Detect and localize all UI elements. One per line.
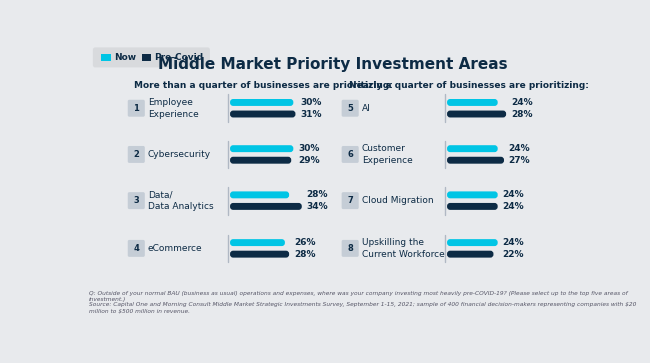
- FancyBboxPatch shape: [142, 54, 151, 61]
- Text: 24%: 24%: [509, 144, 530, 153]
- FancyBboxPatch shape: [342, 100, 359, 117]
- Text: 24%: 24%: [511, 98, 532, 107]
- Text: 27%: 27%: [509, 156, 530, 165]
- Text: 30%: 30%: [298, 144, 319, 153]
- Text: AI: AI: [362, 104, 370, 113]
- Text: 28%: 28%: [511, 110, 532, 118]
- Text: 5: 5: [347, 104, 353, 113]
- Text: Cloud Migration: Cloud Migration: [362, 196, 434, 205]
- Text: Data/
Data Analytics: Data/ Data Analytics: [148, 190, 213, 211]
- FancyBboxPatch shape: [101, 54, 111, 61]
- Text: Nearly a quarter of businesses are prioritizing:: Nearly a quarter of businesses are prior…: [348, 81, 588, 90]
- Text: 1: 1: [133, 104, 139, 113]
- FancyBboxPatch shape: [93, 48, 210, 68]
- Text: 29%: 29%: [298, 156, 320, 165]
- FancyBboxPatch shape: [342, 146, 359, 163]
- Text: 24%: 24%: [502, 202, 524, 211]
- FancyBboxPatch shape: [230, 191, 289, 198]
- FancyBboxPatch shape: [447, 239, 498, 246]
- Text: Q: Outside of your normal BAU (business as usual) operations and expenses, where: Q: Outside of your normal BAU (business …: [89, 291, 628, 302]
- Text: 28%: 28%: [306, 190, 328, 199]
- Text: Customer
Experience: Customer Experience: [362, 144, 413, 165]
- Text: Cybersecurity: Cybersecurity: [148, 150, 211, 159]
- Text: Now: Now: [114, 53, 136, 62]
- Text: 6: 6: [347, 150, 353, 159]
- Text: 30%: 30%: [300, 98, 322, 107]
- Text: Source: Capital One and Morning Consult Middle Market Strategic Investments Surv: Source: Capital One and Morning Consult …: [89, 302, 636, 313]
- FancyBboxPatch shape: [128, 146, 145, 163]
- Text: Employee
Experience: Employee Experience: [148, 98, 199, 119]
- Text: 4: 4: [133, 244, 139, 253]
- FancyBboxPatch shape: [230, 99, 293, 106]
- Text: 7: 7: [347, 196, 353, 205]
- Text: 22%: 22%: [502, 250, 524, 259]
- FancyBboxPatch shape: [447, 191, 498, 198]
- Text: 24%: 24%: [502, 238, 524, 247]
- Text: 2: 2: [133, 150, 139, 159]
- FancyBboxPatch shape: [447, 99, 498, 106]
- Text: 26%: 26%: [294, 238, 315, 247]
- Text: 3: 3: [133, 196, 139, 205]
- FancyBboxPatch shape: [128, 100, 145, 117]
- FancyBboxPatch shape: [230, 157, 291, 164]
- Text: Middle Market Priority Investment Areas: Middle Market Priority Investment Areas: [159, 57, 508, 73]
- FancyBboxPatch shape: [230, 111, 296, 118]
- FancyBboxPatch shape: [447, 145, 498, 152]
- FancyBboxPatch shape: [342, 240, 359, 257]
- FancyBboxPatch shape: [128, 192, 145, 209]
- FancyBboxPatch shape: [230, 203, 302, 210]
- Text: 28%: 28%: [294, 250, 315, 259]
- Text: Upskilling the
Current Workforce: Upskilling the Current Workforce: [362, 238, 445, 259]
- FancyBboxPatch shape: [342, 192, 359, 209]
- FancyBboxPatch shape: [447, 203, 498, 210]
- FancyBboxPatch shape: [128, 240, 145, 257]
- Text: Pre-Covid: Pre-Covid: [154, 53, 203, 62]
- FancyBboxPatch shape: [230, 239, 285, 246]
- Text: More than a quarter of businesses are prioritizing:: More than a quarter of businesses are pr…: [134, 81, 393, 90]
- Text: 8: 8: [347, 244, 353, 253]
- Text: 24%: 24%: [502, 190, 524, 199]
- FancyBboxPatch shape: [230, 251, 289, 258]
- Text: 34%: 34%: [306, 202, 328, 211]
- FancyBboxPatch shape: [447, 251, 493, 258]
- Text: eCommerce: eCommerce: [148, 244, 203, 253]
- FancyBboxPatch shape: [447, 157, 504, 164]
- Text: 31%: 31%: [300, 110, 322, 118]
- FancyBboxPatch shape: [447, 111, 506, 118]
- FancyBboxPatch shape: [230, 145, 293, 152]
